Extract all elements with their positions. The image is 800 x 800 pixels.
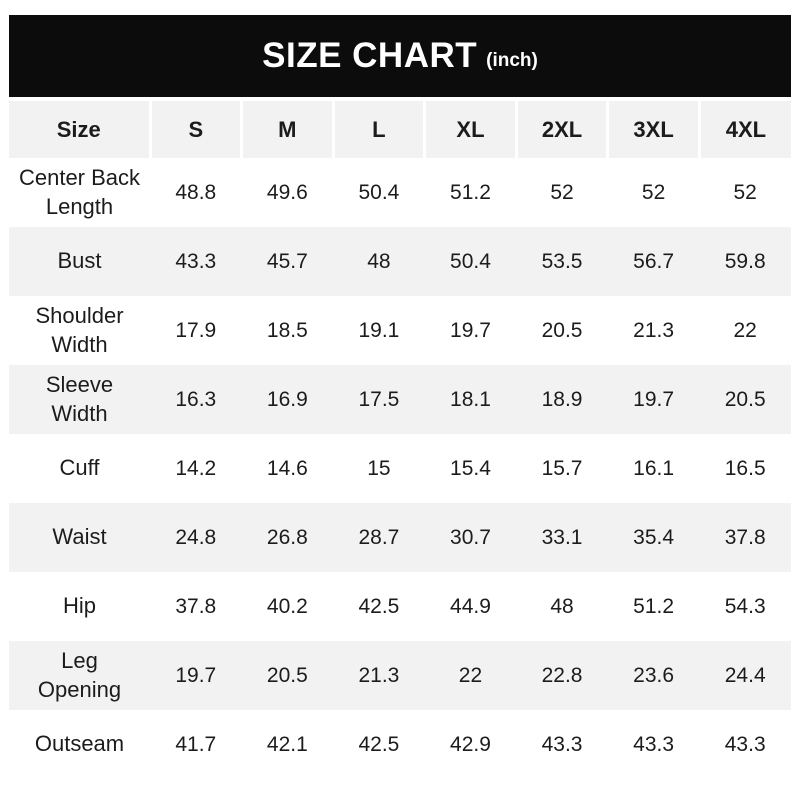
measurement-cell: 16.5	[724, 456, 766, 480]
row-label: Shoulder Width	[35, 302, 124, 357]
row-label: Hip	[62, 593, 96, 619]
measurement-cell: 44.9	[450, 594, 491, 618]
measurement-cell: 35.4	[633, 525, 675, 549]
measurement-cell: 22	[458, 663, 483, 687]
measurement-cell: 48	[550, 594, 574, 618]
measurement-cell: 24.8	[175, 525, 217, 549]
measurement-cell: 49.6	[266, 180, 308, 204]
measurement-cell: 19.1	[358, 318, 400, 342]
measurement-cell: 15	[367, 456, 391, 480]
table-row: Leg Opening 19.7 20.5 21.3 22 22.8 23.6 24.4	[9, 641, 791, 710]
measurement-cell: 19.7	[175, 663, 217, 687]
measurement-cell: 45.7	[266, 249, 308, 273]
column-header: M	[240, 101, 334, 158]
measurement-cell: 42.1	[266, 732, 308, 756]
measurement-cell: 40.2	[266, 594, 308, 618]
row-label: Cuff	[59, 455, 100, 481]
measurement-cell: 53.5	[541, 249, 583, 273]
measurement-cell: 24.4	[724, 663, 766, 687]
measurement-cell: 51.2	[450, 180, 491, 204]
table-row: Sleeve Width 16.3 16.9 17.5 18.1 18.9 19.7 20.5	[9, 365, 791, 434]
measurement-cell: 59.8	[724, 249, 766, 273]
table-header: Size S M L XL 2XL 3XL 4XL	[9, 101, 791, 158]
table-row: Shoulder Width 17.9 18.5 19.1 19.7 20.5 21.3 22	[9, 296, 791, 365]
column-header-size: Size	[9, 101, 150, 158]
column-header: 3XL	[606, 101, 700, 158]
measurement-cell: 14.6	[266, 456, 308, 480]
measurement-cell: 42.9	[450, 732, 491, 756]
measurement-cell: 28.7	[358, 525, 400, 549]
measurement-cell: 14.2	[175, 456, 217, 480]
measurement-cell: 17.5	[358, 387, 400, 411]
measurement-cell: 33.1	[541, 525, 583, 549]
page-title: SIZE CHART	[262, 36, 478, 75]
measurement-cell: 51.2	[633, 594, 675, 618]
table-body: Center Back Length 48.8 49.6 50.4 51.2 52 52 52…	[9, 158, 791, 779]
measurement-cell: 42.5	[358, 732, 400, 756]
measurement-cell: 48.8	[175, 180, 217, 204]
measurement-cell: 43.3	[633, 732, 675, 756]
measurement-cell: 43.3	[175, 249, 217, 273]
measurement-cell: 16.3	[175, 387, 217, 411]
measurement-cell: 37.8	[175, 594, 217, 618]
measurement-cell: 43.3	[541, 732, 583, 756]
measurement-cell: 16.1	[633, 456, 675, 480]
table-row: Outseam 41.7 42.1 42.5 42.9 43.3 43.3 43.3	[9, 710, 791, 779]
table-row: Waist 24.8 26.8 28.7 30.7 33.1 35.4 37.8	[9, 503, 791, 572]
row-label: Leg Opening	[37, 647, 122, 702]
measurement-cell: 43.3	[724, 732, 766, 756]
measurement-cell: 19.7	[450, 318, 491, 342]
measurement-cell: 56.7	[633, 249, 675, 273]
table-row: Center Back Length 48.8 49.6 50.4 51.2 52 52 52	[9, 158, 791, 227]
measurement-cell: 20.5	[266, 663, 308, 687]
row-label: Bust	[57, 248, 102, 274]
table-row: Cuff 14.2 14.6 15 15.4 15.7 16.1 16.5	[9, 434, 791, 503]
header-row: Size S M L XL 2XL 3XL 4XL	[9, 101, 791, 158]
size-chart-banner: SIZE CHART (inch)	[9, 15, 791, 97]
measurement-cell: 22.8	[541, 663, 583, 687]
measurement-cell: 16.9	[266, 387, 308, 411]
measurement-cell: 50.4	[358, 180, 400, 204]
row-label: Waist	[52, 524, 107, 550]
measurement-cell: 18.9	[541, 387, 583, 411]
column-header: L	[331, 101, 425, 158]
column-header: XL	[423, 101, 517, 158]
measurement-cell: 20.5	[541, 318, 583, 342]
measurement-cell: 18.5	[266, 318, 308, 342]
measurement-cell: 37.8	[724, 525, 766, 549]
measurement-cell: 21.3	[633, 318, 675, 342]
measurement-cell: 52	[641, 180, 666, 204]
row-label: Sleeve Width	[45, 371, 114, 426]
measurement-cell: 30.7	[450, 525, 491, 549]
measurement-cell: 41.7	[175, 732, 217, 756]
measurement-cell: 18.1	[450, 387, 491, 411]
measurement-cell: 21.3	[358, 663, 400, 687]
measurement-cell: 26.8	[266, 525, 308, 549]
row-label: Outseam	[34, 731, 125, 757]
row-label: Center Back Length	[18, 164, 141, 219]
size-chart-table: Size S M L XL 2XL 3XL 4XL Center Back Length 48.…	[9, 101, 791, 779]
column-header: 4XL	[697, 101, 791, 158]
measurement-cell: 42.5	[358, 594, 400, 618]
measurement-cell: 19.7	[633, 387, 675, 411]
measurement-cell: 20.5	[724, 387, 766, 411]
column-header: S	[148, 101, 242, 158]
table-row: Bust 43.3 45.7 48 50.4 53.5 56.7 59.8	[9, 227, 791, 296]
table-row: Hip 37.8 40.2 42.5 44.9 48 51.2 54.3	[9, 572, 791, 641]
column-header: 2XL	[514, 101, 608, 158]
measurement-cell: 17.9	[175, 318, 217, 342]
measurement-cell: 22	[733, 318, 757, 342]
measurement-cell: 52	[733, 180, 757, 204]
measurement-cell: 50.4	[450, 249, 491, 273]
measurement-cell: 15.4	[450, 456, 491, 480]
measurement-cell: 48	[367, 249, 391, 273]
measurement-cell: 15.7	[541, 456, 583, 480]
measurement-cell: 54.3	[724, 594, 766, 618]
measurement-cell: 52	[550, 180, 574, 204]
unit-label: (inch)	[486, 50, 538, 71]
measurement-cell: 23.6	[633, 663, 675, 687]
